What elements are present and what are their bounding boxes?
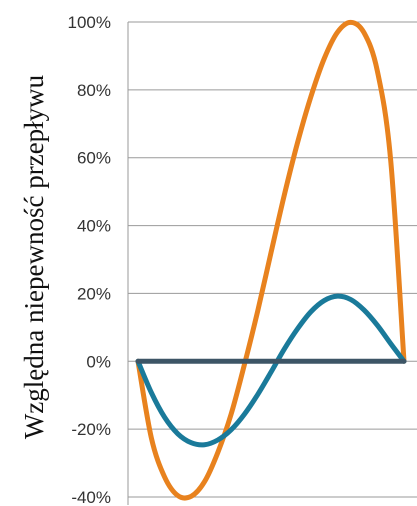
y-tick-label: 60%	[77, 149, 111, 168]
series-lines	[135, 19, 407, 501]
y-tick-label: 0%	[86, 352, 111, 371]
y-tick-label: 80%	[77, 81, 111, 100]
y-tick-label: 20%	[77, 284, 111, 303]
orange-series-line	[135, 19, 407, 501]
grid-lines	[127, 21, 417, 505]
y-tick-label: 100%	[68, 13, 111, 32]
y-tick-label: -20%	[71, 420, 111, 439]
y-tick-label: 40%	[77, 217, 111, 236]
y-axis-label: Względna niepewność przepływu	[19, 74, 49, 439]
y-tick-labels: 100% 80% 60% 40% 20% 0% -20% -40%	[68, 13, 111, 506]
y-tick-label: -40%	[71, 488, 111, 506]
teal-series-line	[135, 293, 407, 448]
